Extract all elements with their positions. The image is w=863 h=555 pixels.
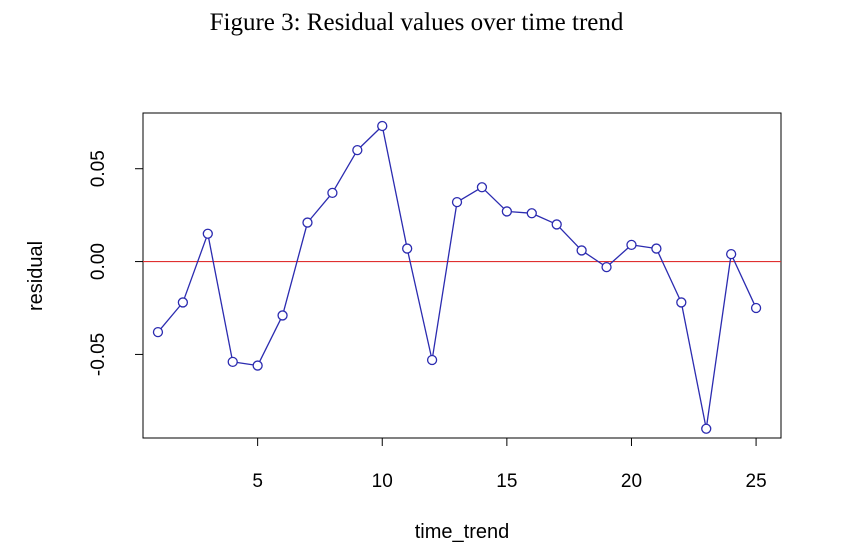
series-line-segment [706,258,732,425]
series-line-segment [535,214,553,224]
data-point [352,144,363,156]
series-line-segment [160,305,181,330]
y-tick-label: 0.05 [88,150,109,187]
data-point [526,208,537,219]
data-point [177,297,189,308]
series-line-segment [382,130,407,245]
series-line-segment [484,189,505,209]
series-line-segment [309,195,331,220]
x-axis-title: time_trend [415,521,510,543]
series-line-segment [635,244,653,249]
data-point [202,228,213,239]
data-point [402,243,413,254]
x-tick-label: 5 [252,471,263,492]
series-line-segment [559,227,579,248]
data-point [551,219,562,230]
data-point [750,302,762,314]
data-point [676,297,687,308]
series-line-segment [732,257,755,305]
series-line-segment [432,206,457,356]
series-line-segment [259,319,282,362]
data-point [476,182,488,193]
data-point [252,360,263,371]
data-point [152,326,164,338]
y-tick-label: 0.00 [88,243,109,280]
series-line-segment [511,211,528,214]
data-point [651,243,662,254]
data-point [426,354,438,366]
series-line-segment [609,247,629,265]
series-line-segment [183,237,207,299]
data-point [302,217,313,228]
data-point [626,239,637,251]
series-line-segment [360,128,380,148]
data-point [576,245,587,256]
data-point [601,261,612,273]
series-line-segment [334,153,356,190]
data-point [377,120,388,132]
data-point [277,310,288,321]
series-line-segment [585,252,604,266]
series-line-segment [208,238,233,358]
x-tick-label: 15 [496,471,517,492]
x-tick-label: 25 [746,471,767,492]
series-line-segment [657,252,681,299]
data-point [501,206,513,217]
series-line-segment [407,252,432,356]
plot-frame [142,112,782,439]
figure-title: Figure 3: Residual values over time tren… [209,9,624,36]
series-line-segment [681,306,707,425]
data-point [227,356,238,368]
series-line-segment [460,189,479,201]
x-tick-label: 20 [621,471,642,492]
y-axis-title: residual [25,241,47,311]
x-tick-label: 10 [372,471,393,492]
y-tick-label: -0.05 [88,333,109,376]
data-point [451,196,463,208]
data-point [327,187,338,199]
data-point [726,248,737,260]
series-line-segment [283,226,307,312]
series-line-segment [237,361,254,366]
data-point [701,423,712,434]
